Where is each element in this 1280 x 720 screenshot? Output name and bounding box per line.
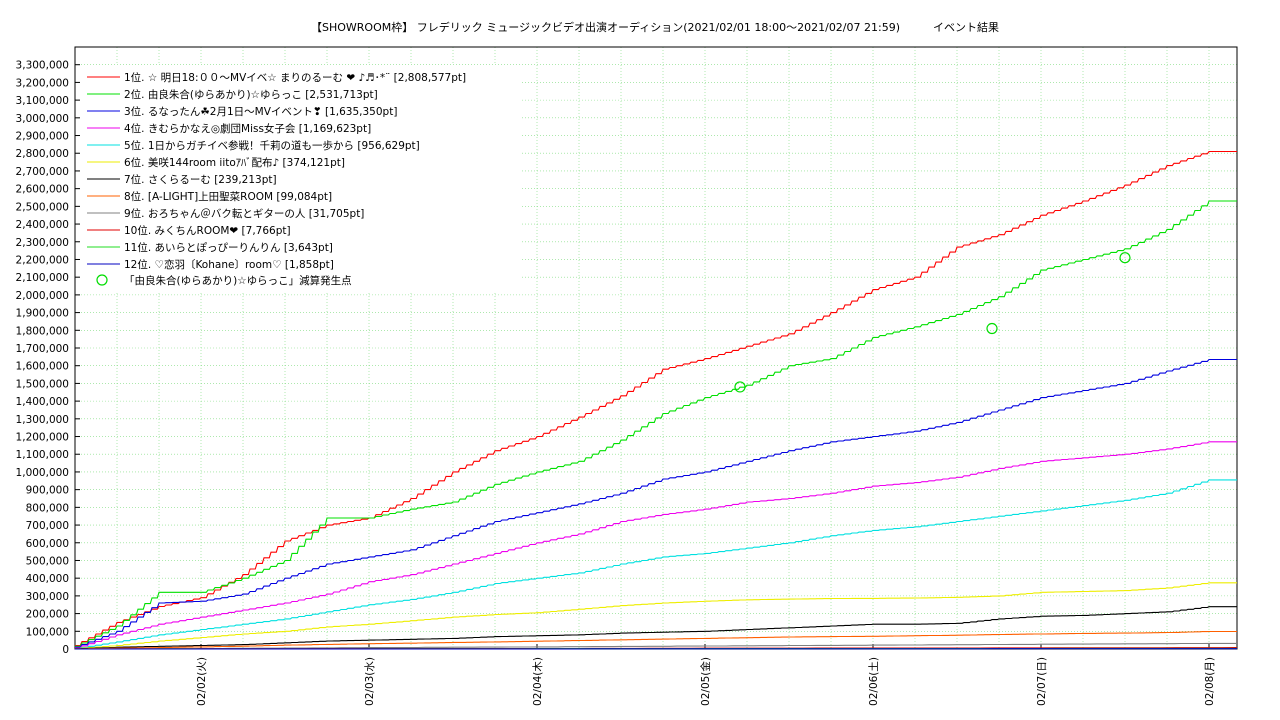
series-line-3	[75, 358, 1237, 648]
y-tick-label: 200,000	[26, 609, 69, 621]
series-line-5	[75, 479, 1237, 650]
y-tick-label: 3,300,000	[16, 60, 69, 72]
y-tick-label: 3,100,000	[16, 95, 69, 107]
y-tick-label: 700,000	[26, 520, 69, 532]
marker-point	[1119, 252, 1131, 264]
legend: 1位. ☆ 明日18:００〜MVイベ☆ まりのるーむ ❤︎ ♪♬･*¨ [2,8…	[80, 65, 520, 291]
y-tick-label: 600,000	[26, 538, 69, 550]
chart-title: 【SHOWROOM枠】 フレデリック ミュージックビデオ出演オーディション(20…	[310, 21, 1000, 34]
series-lines	[75, 150, 1238, 650]
y-tick-label: 100,000	[26, 626, 69, 638]
legend-label: 12位. ♡恋羽〔Kohane〕room♡ [1,858pt]	[124, 258, 334, 271]
x-tick-label: 02/04(木)	[532, 657, 544, 706]
legend-label: 9位. おろちゃん＠バク転とギターの人 [31,705pt]	[124, 207, 364, 220]
y-tick-label: 900,000	[26, 485, 69, 497]
y-tick-label: 1,700,000	[16, 343, 69, 355]
x-tick-label: 02/08(月)	[1204, 657, 1216, 706]
y-tick-label: 800,000	[26, 502, 69, 514]
marker-point	[986, 322, 998, 335]
y-tick-label: 400,000	[26, 573, 69, 585]
y-tick-label: 2,200,000	[16, 254, 69, 266]
y-tick-label: 1,900,000	[16, 308, 69, 320]
y-tick-label: 2,600,000	[16, 184, 69, 196]
legend-label: 4位. きむらかなえ◎劇団Miss女子会 [1,169,623pt]	[124, 122, 371, 135]
legend-label: 11位. あいらとぽっぴーりんりん [3,643pt]	[124, 241, 333, 254]
subtraction-markers	[734, 252, 1131, 393]
grid	[75, 47, 1237, 649]
y-tick-label: 1,600,000	[16, 361, 69, 373]
y-tick-label: 2,900,000	[16, 131, 69, 143]
x-tick-label: 02/07(日)	[1036, 657, 1048, 706]
series-line-8	[75, 630, 1237, 650]
y-tick-label: 1,800,000	[16, 325, 69, 337]
x-axis-ticks: 02/02(火) 02/03(水) 02/04(木) 02/05(金) 02/06(土)…	[196, 644, 1216, 706]
legend-marker-icon	[96, 274, 108, 286]
series-line-6	[75, 582, 1237, 650]
legend-label: 5位. 1日からガチイベ参戦！千莉の道も一歩から [956,629pt]	[124, 139, 420, 152]
y-tick-label: 2,400,000	[16, 219, 69, 231]
x-tick-label: 02/02(火)	[196, 657, 208, 706]
y-tick-label: 1,500,000	[16, 378, 69, 390]
series-line-1	[75, 150, 1237, 647]
legend-label: 2位. 由良朱合(ゆらあかり)☆ゆらっこ [2,531,713pt]	[124, 88, 378, 101]
legend-label: 「由良朱合(ゆらあかり)☆ゆらっこ」減算発生点	[124, 274, 352, 287]
y-tick-label: 1,300,000	[16, 414, 69, 426]
y-tick-label: 2,500,000	[16, 201, 69, 213]
x-tick-label: 02/06(土)	[867, 657, 880, 706]
y-tick-label: 3,200,000	[16, 77, 69, 89]
y-tick-label: 3,000,000	[16, 113, 69, 125]
legend-label: 8位. [A-LIGHT]上田聖菜ROOM [99,084pt]	[124, 190, 332, 203]
marker-point	[734, 381, 746, 393]
y-tick-label: 500,000	[26, 555, 69, 567]
series-line-2	[75, 200, 1237, 647]
legend-label: 1位. ☆ 明日18:００〜MVイベ☆ まりのるーむ ❤︎ ♪♬･*¨ [2,8…	[124, 71, 466, 84]
y-tick-label: 1,100,000	[16, 449, 69, 461]
y-tick-label: 2,100,000	[16, 272, 69, 284]
y-tick-label: 1,400,000	[16, 396, 69, 408]
y-tick-label: 1,200,000	[16, 432, 69, 444]
series-line-4	[75, 441, 1237, 649]
y-tick-label: 2,800,000	[16, 148, 69, 160]
y-axis-ticks: 0 100,000 200,000 300,000 400,000 500,000 600,…	[16, 60, 80, 656]
x-tick-label: 02/03(水)	[364, 657, 376, 706]
y-tick-label: 2,300,000	[16, 237, 69, 249]
legend-background	[80, 65, 520, 291]
series-line-7	[75, 606, 1237, 650]
legend-label: 3位. るなったん☘2月1日〜MVイベント❣ [1,635,350pt]	[124, 105, 397, 118]
legend-label: 7位. さくらるーむ [239,213pt]	[124, 173, 277, 186]
y-tick-label: 0	[62, 644, 69, 656]
y-tick-label: 1,000,000	[16, 467, 69, 479]
y-tick-label: 2,700,000	[16, 166, 69, 178]
legend-label: 6位. 美咲144room iitoｱﾊﾞ配布♪ [374,121pt]	[124, 156, 345, 169]
legend-label: 10位. みくちんROOM❤︎ [7,766pt]	[124, 224, 291, 237]
y-tick-label: 2,000,000	[16, 290, 69, 302]
y-tick-label: 300,000	[26, 591, 69, 603]
x-tick-label: 02/05(金)	[699, 657, 712, 706]
